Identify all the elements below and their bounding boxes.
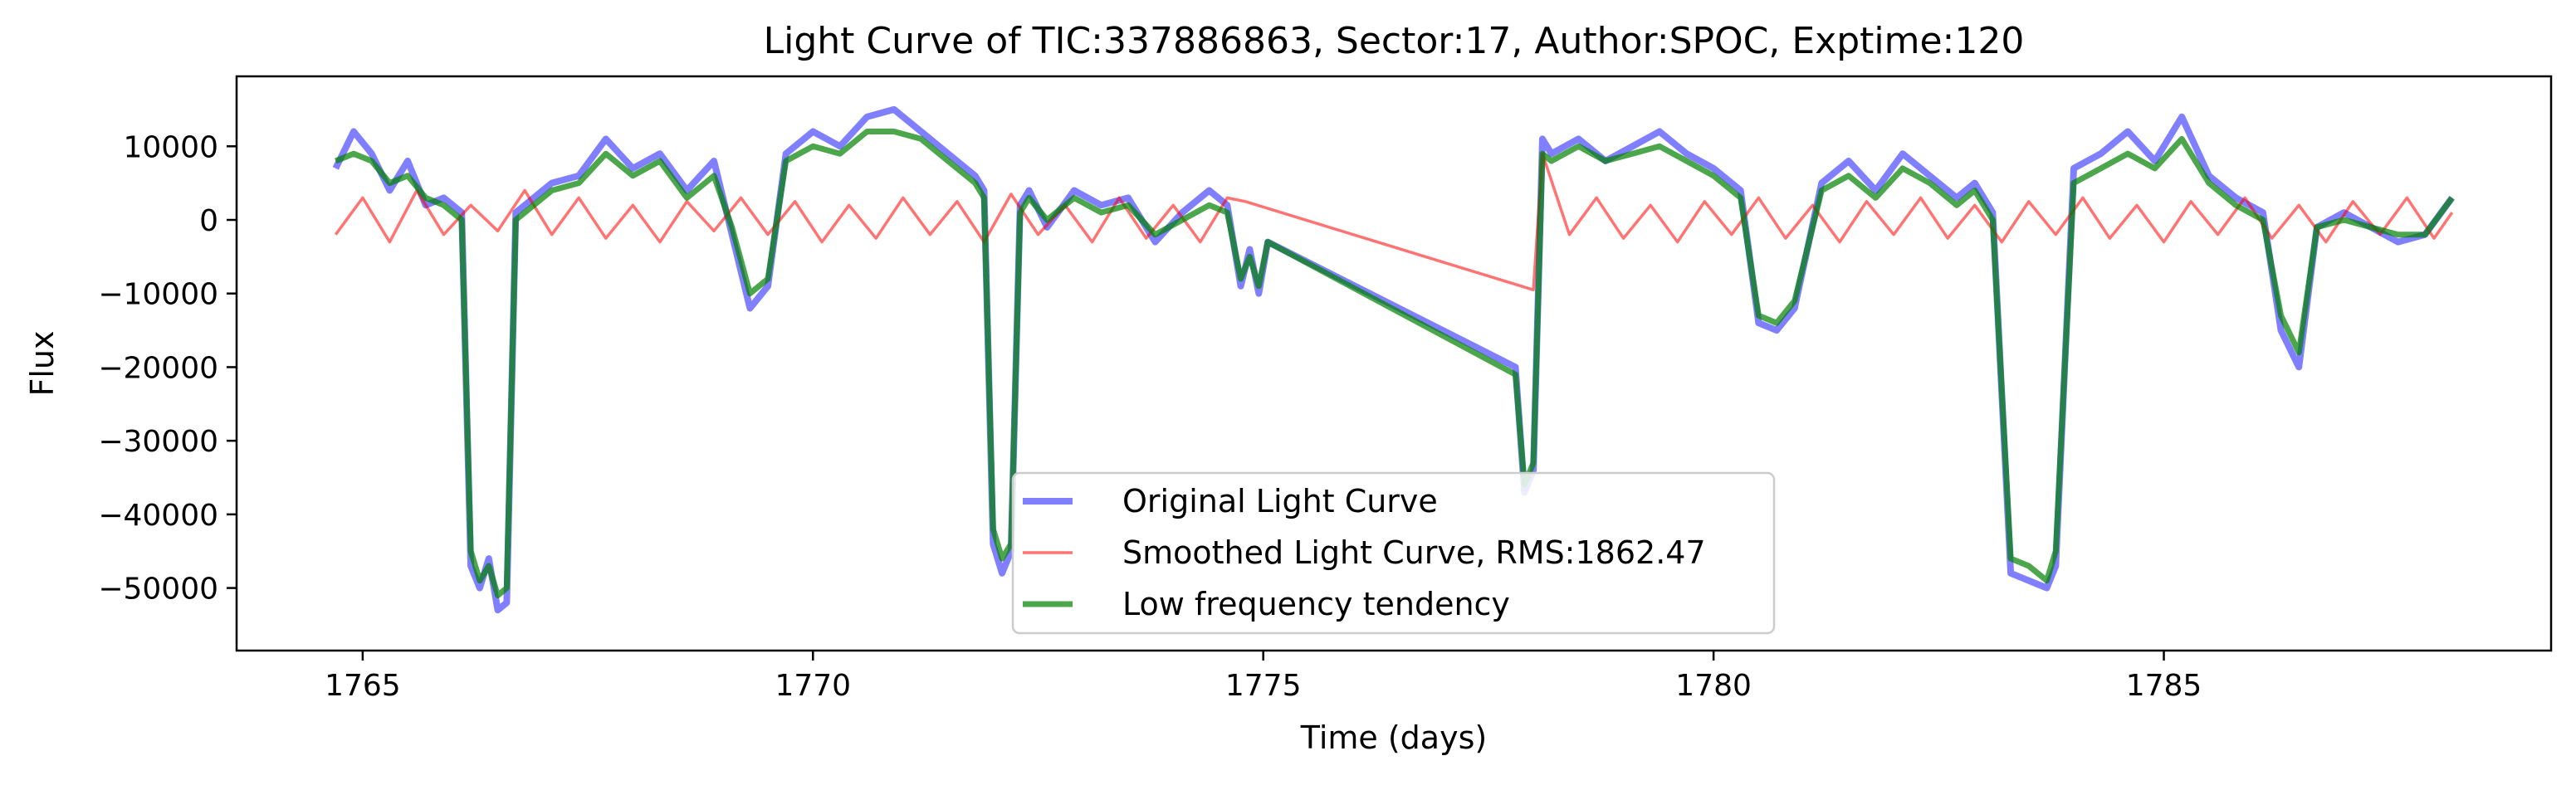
y-tick-label: −40000 <box>98 499 218 533</box>
legend-label-3: Low frequency tendency <box>1122 586 1510 622</box>
x-tick-label: 1770 <box>775 669 851 703</box>
legend-items: Original Light Curve Smoothed Light Curve… <box>1023 483 1706 622</box>
x-tick-label: 1765 <box>325 669 401 703</box>
chart-title: Light Curve of TIC:337886863, Sector:17,… <box>764 20 2025 62</box>
y-axis: −50000 −40000 −30000 −20000 −10000 0 10000 <box>98 130 237 607</box>
legend-box <box>1011 471 1776 635</box>
y-tick-label: −30000 <box>98 425 218 459</box>
x-tick-label: 1775 <box>1225 669 1302 703</box>
series-line-2 <box>334 152 2454 292</box>
series-layer <box>332 105 2455 614</box>
series-line-3 <box>334 129 2455 598</box>
y-tick-label: −20000 <box>98 351 218 385</box>
legend: Original Light Curve Smoothed Light Curve… <box>1011 471 1776 635</box>
y-tick-label: 10000 <box>123 130 218 164</box>
legend-label-1: Original Light Curve <box>1122 483 1438 519</box>
legend-label-2: Smoothed Light Curve, RMS:1862.47 <box>1122 534 1706 571</box>
x-axis-label: Time (days) <box>1300 719 1487 756</box>
plot-frame <box>235 75 2553 652</box>
x-axis: 1765 1770 1775 1780 1785 <box>325 651 2202 703</box>
y-axis-label: Flux <box>24 331 61 397</box>
y-tick-label: −50000 <box>98 573 218 607</box>
x-tick-label: 1785 <box>2126 669 2202 703</box>
y-tick-label: −10000 <box>98 278 218 312</box>
x-tick-label: 1780 <box>1675 669 1752 703</box>
y-tick-label: 0 <box>199 204 218 238</box>
